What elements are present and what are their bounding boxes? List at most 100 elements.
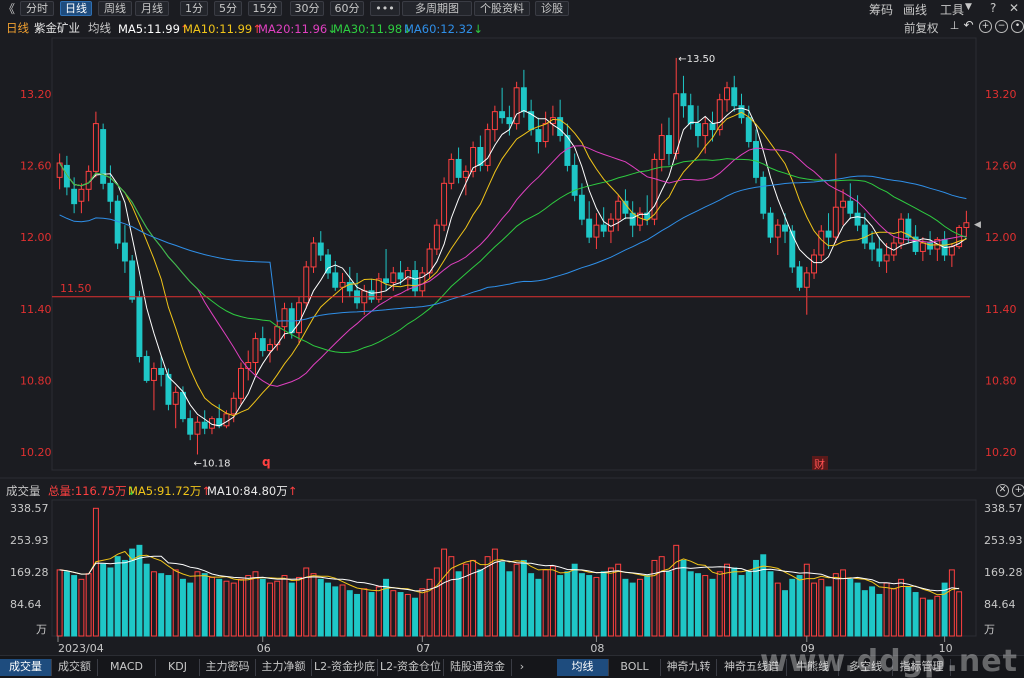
volume-bar bbox=[354, 593, 361, 637]
volume-bar bbox=[470, 559, 477, 637]
overlay-tab[interactable]: 均线 bbox=[557, 659, 609, 676]
volume-bar bbox=[332, 586, 339, 637]
candle-body bbox=[586, 218, 593, 238]
overlay-tab[interactable]: 牛熊线 bbox=[787, 659, 839, 676]
candle-body bbox=[709, 123, 716, 131]
undo-icon[interactable]: ↶ bbox=[963, 18, 974, 32]
ma60-line bbox=[59, 175, 967, 322]
x-axis-label: 09 bbox=[801, 642, 815, 655]
toolbar-button[interactable]: 月线 bbox=[135, 1, 169, 16]
overlay-tab[interactable]: BOLL bbox=[609, 659, 661, 676]
price-tick-label-left: 13.20 bbox=[20, 88, 52, 101]
candle-body bbox=[593, 224, 600, 238]
toolbar-button[interactable]: 30分 bbox=[290, 1, 324, 16]
close-panel-icon[interactable]: ✕ bbox=[996, 484, 1009, 497]
overlay-tab[interactable]: 神奇九转 bbox=[661, 659, 717, 676]
indicator-tab[interactable]: 主力净额 bbox=[256, 659, 312, 676]
candle-body bbox=[644, 212, 651, 220]
overlay-tab[interactable]: 指标管理 bbox=[893, 659, 951, 676]
candle-body bbox=[665, 135, 672, 154]
indicator-tab[interactable]: 成交量 bbox=[0, 659, 52, 676]
toolbar-button[interactable]: 个股资料 bbox=[474, 1, 530, 16]
candle-body bbox=[753, 141, 759, 178]
candle-body bbox=[397, 272, 404, 280]
candle-body bbox=[724, 87, 730, 101]
indicator-tab[interactable]: MACD bbox=[98, 659, 156, 676]
volume-bar bbox=[571, 563, 578, 637]
candle-body bbox=[927, 242, 934, 250]
adjust-label[interactable]: 前复权 bbox=[904, 21, 939, 35]
volume-bar bbox=[695, 573, 701, 637]
toolbar-button[interactable]: 5分 bbox=[214, 1, 242, 16]
tabs-scroll-arrow[interactable]: › bbox=[519, 660, 525, 673]
volume-bar bbox=[484, 556, 491, 637]
volume-bar bbox=[549, 565, 556, 637]
volume-total: 总量:116.75万↓ bbox=[48, 484, 137, 498]
toolbar-button[interactable]: 多周期图 bbox=[402, 1, 472, 16]
volume-bar bbox=[208, 576, 215, 637]
candle-body bbox=[375, 278, 382, 300]
price-tick-label-left: 12.00 bbox=[20, 231, 52, 244]
toolbar-button[interactable]: 分时 bbox=[20, 1, 54, 16]
price-tick-label-right: 11.40 bbox=[985, 303, 1017, 316]
help-icon[interactable]: ? bbox=[990, 1, 997, 15]
indicator-tab[interactable]: 陆股通资金 bbox=[444, 659, 512, 676]
candle-body bbox=[187, 418, 194, 435]
back-icon[interactable]: 《 bbox=[3, 2, 16, 16]
candle-body bbox=[78, 188, 85, 202]
price-tick-label-right: 10.80 bbox=[985, 374, 1017, 387]
indicator-tab[interactable]: L2-资金仓位 bbox=[378, 659, 444, 676]
toolbar-button[interactable]: ••• bbox=[370, 1, 400, 16]
toolbar-button[interactable]: 60分 bbox=[330, 1, 364, 16]
candle-body bbox=[578, 194, 585, 220]
overlay-tab[interactable]: 多空线 bbox=[839, 659, 893, 676]
candle-body bbox=[948, 246, 955, 256]
lock-icon[interactable]: ⊥ bbox=[949, 19, 960, 32]
x-axis-label: 08 bbox=[590, 642, 604, 655]
candle-body bbox=[905, 218, 912, 238]
volume-tick-label-right: 338.57 bbox=[984, 502, 1023, 515]
volume-bar bbox=[898, 578, 905, 637]
indicator-tab[interactable]: KDJ bbox=[156, 659, 200, 676]
volume-bar bbox=[310, 573, 317, 637]
x-axis-label: 07 bbox=[416, 642, 430, 655]
candle-body bbox=[259, 338, 266, 352]
avg-line-label[interactable]: 均线 bbox=[88, 21, 111, 35]
candle-body bbox=[912, 236, 919, 252]
add-panel-icon[interactable]: + bbox=[1012, 484, 1024, 497]
toolbar-button[interactable]: 诊股 bbox=[535, 1, 569, 16]
indicator-tab[interactable]: 成交额 bbox=[52, 659, 98, 676]
candle-body bbox=[738, 105, 745, 119]
volume-title: 成交量 bbox=[6, 484, 41, 498]
candle-body bbox=[296, 302, 302, 334]
volume-bar bbox=[687, 571, 694, 637]
toolbar-button[interactable]: 1分 bbox=[180, 1, 208, 16]
toolbar-button[interactable]: 日线 bbox=[60, 1, 92, 16]
volume-bar bbox=[506, 571, 513, 637]
price-tick-label-left: 11.40 bbox=[20, 303, 52, 316]
volume-bar bbox=[78, 578, 85, 637]
candle-body bbox=[310, 242, 317, 268]
toolbar-button[interactable]: 周线 bbox=[98, 1, 132, 16]
price-tick-label-right: 12.60 bbox=[985, 159, 1017, 172]
candle-body bbox=[557, 117, 564, 137]
indicator-tab[interactable]: 主力密码 bbox=[200, 659, 256, 676]
toolbar-button[interactable]: 15分 bbox=[248, 1, 282, 16]
close-icon[interactable]: ✕ bbox=[1009, 1, 1020, 15]
tools-button[interactable]: 工具 bbox=[940, 3, 965, 17]
volume-bar bbox=[375, 586, 382, 637]
zoom-out-icon[interactable]: − bbox=[995, 20, 1008, 33]
volume-bar bbox=[651, 559, 658, 637]
indicator-tab[interactable]: L2-资金抄底 bbox=[312, 659, 378, 676]
candle-body bbox=[404, 270, 411, 280]
zoom-in-icon[interactable]: + bbox=[979, 20, 992, 33]
candle-body bbox=[629, 212, 636, 226]
dropdown-icon[interactable]: ▼ bbox=[965, 2, 972, 12]
volume-bar bbox=[245, 575, 252, 637]
candle-body bbox=[267, 344, 273, 352]
chips-button[interactable]: 筹码 bbox=[869, 3, 894, 17]
volume-bar bbox=[578, 573, 585, 637]
overlay-tab[interactable]: 神奇五线谱 bbox=[717, 659, 787, 676]
draw-line-button[interactable]: 画线 bbox=[903, 3, 928, 17]
